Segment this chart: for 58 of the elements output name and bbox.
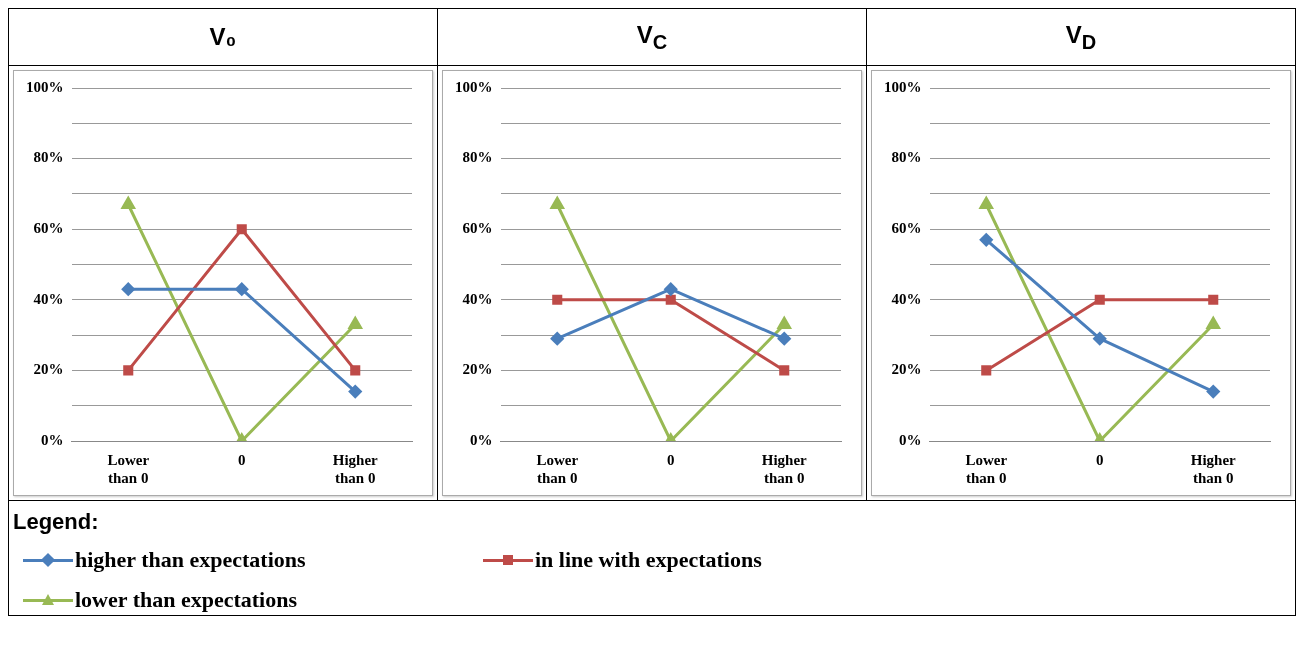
x-tick-label: 0 bbox=[238, 451, 246, 468]
legend-label: lower than expectations bbox=[75, 587, 298, 613]
point bbox=[1208, 294, 1219, 305]
y-tick-label: 20% bbox=[891, 361, 922, 378]
point bbox=[235, 282, 249, 296]
point bbox=[981, 365, 992, 376]
legend-title: Legend: bbox=[13, 509, 100, 535]
chart-title: V$_{D}$ bbox=[866, 8, 1296, 66]
y-tick-label: 40% bbox=[891, 290, 922, 307]
point bbox=[665, 294, 676, 305]
y-tick-label: 80% bbox=[462, 149, 493, 166]
point bbox=[123, 365, 134, 376]
y-tick-label: 60% bbox=[462, 220, 493, 237]
point bbox=[348, 385, 362, 399]
point bbox=[779, 365, 790, 376]
chart-title: V$_{C}$ bbox=[437, 8, 867, 66]
x-tick-label: Higher than 0 bbox=[332, 451, 379, 486]
point bbox=[1206, 385, 1220, 399]
y-tick-label: 20% bbox=[33, 361, 64, 378]
y-tick-label: 80% bbox=[33, 149, 64, 166]
point bbox=[1094, 294, 1105, 305]
x-tick-label: 0 bbox=[1096, 451, 1104, 468]
x-tick-label: Lower than 0 bbox=[965, 451, 1008, 486]
point bbox=[121, 196, 135, 209]
point bbox=[979, 196, 993, 209]
legend-label: higher than expectations bbox=[75, 547, 306, 573]
x-tick-label: Lower than 0 bbox=[107, 451, 150, 486]
point bbox=[664, 282, 678, 296]
point bbox=[1093, 332, 1107, 346]
y-tick-label: 0% bbox=[470, 431, 493, 448]
x-tick-label: Higher than 0 bbox=[761, 451, 808, 486]
x-tick-label: Lower than 0 bbox=[536, 451, 579, 486]
point bbox=[236, 224, 247, 235]
point bbox=[552, 294, 563, 305]
x-tick-label: 0 bbox=[667, 451, 675, 468]
point bbox=[121, 282, 135, 296]
point bbox=[348, 317, 362, 330]
point bbox=[550, 332, 564, 346]
y-tick-label: 80% bbox=[891, 149, 922, 166]
y-tick-label: 40% bbox=[462, 290, 493, 307]
point bbox=[550, 196, 564, 209]
y-tick-label: 100% bbox=[26, 78, 64, 95]
y-tick-label: 0% bbox=[41, 431, 64, 448]
x-tick-label: Higher than 0 bbox=[1190, 451, 1237, 486]
point bbox=[350, 365, 361, 376]
y-tick-label: 60% bbox=[33, 220, 64, 237]
point bbox=[777, 332, 791, 346]
point bbox=[1206, 317, 1220, 330]
y-tick-label: 20% bbox=[462, 361, 493, 378]
legend-label: in line with expectations bbox=[535, 547, 762, 573]
y-tick-label: 60% bbox=[891, 220, 922, 237]
y-tick-label: 0% bbox=[899, 431, 922, 448]
y-tick-label: 100% bbox=[884, 78, 922, 95]
point bbox=[979, 233, 993, 247]
point bbox=[777, 317, 791, 330]
y-tick-label: 40% bbox=[33, 290, 64, 307]
chart-title: V₀ bbox=[8, 8, 438, 66]
y-tick-label: 100% bbox=[455, 78, 493, 95]
